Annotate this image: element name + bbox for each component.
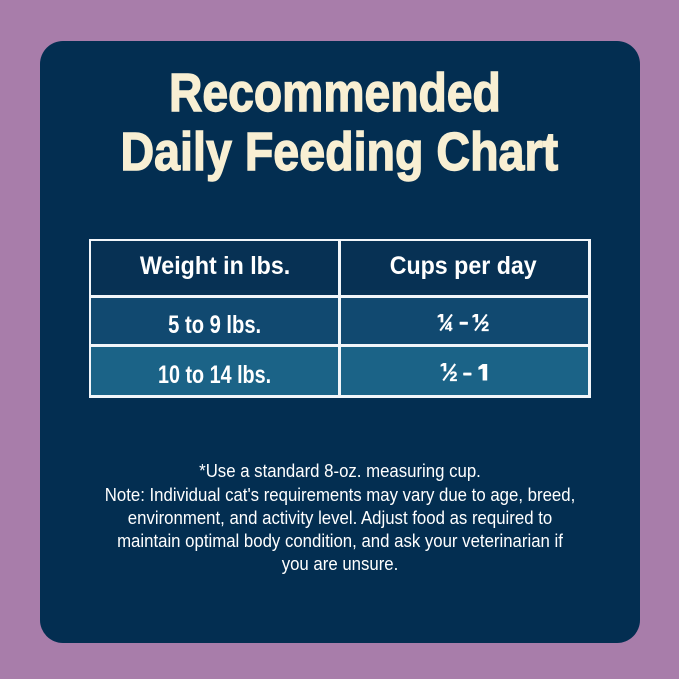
svg-text:2: 2 (482, 319, 490, 332)
svg-text:2: 2 (449, 369, 457, 382)
svg-text:4: 4 (445, 319, 453, 332)
